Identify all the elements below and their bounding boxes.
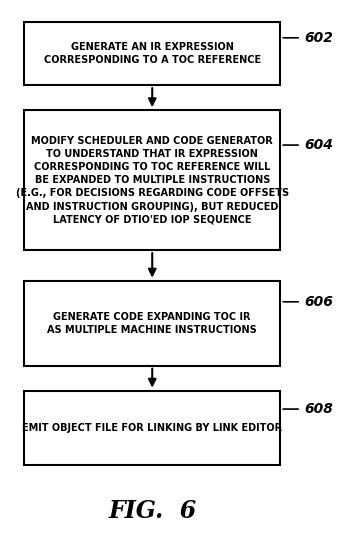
Text: 608: 608 xyxy=(304,402,333,416)
FancyBboxPatch shape xyxy=(24,110,280,250)
Text: 604: 604 xyxy=(304,138,333,152)
FancyBboxPatch shape xyxy=(24,22,280,85)
Text: FIG.  6: FIG. 6 xyxy=(108,499,197,524)
Text: GENERATE AN IR EXPRESSION
CORRESPONDING TO A TOC REFERENCE: GENERATE AN IR EXPRESSION CORRESPONDING … xyxy=(44,42,261,65)
FancyBboxPatch shape xyxy=(24,390,280,465)
Text: MODIFY SCHEDULER AND CODE GENERATOR
TO UNDERSTAND THAT IR EXPRESSION
CORRESPONDI: MODIFY SCHEDULER AND CODE GENERATOR TO U… xyxy=(16,135,289,225)
FancyBboxPatch shape xyxy=(24,280,280,366)
Text: 606: 606 xyxy=(304,295,333,309)
Text: GENERATE CODE EXPANDING TOC IR
AS MULTIPLE MACHINE INSTRUCTIONS: GENERATE CODE EXPANDING TOC IR AS MULTIP… xyxy=(47,311,257,335)
Text: 602: 602 xyxy=(304,31,333,45)
Text: EMIT OBJECT FILE FOR LINKING BY LINK EDITOR: EMIT OBJECT FILE FOR LINKING BY LINK EDI… xyxy=(22,422,282,433)
